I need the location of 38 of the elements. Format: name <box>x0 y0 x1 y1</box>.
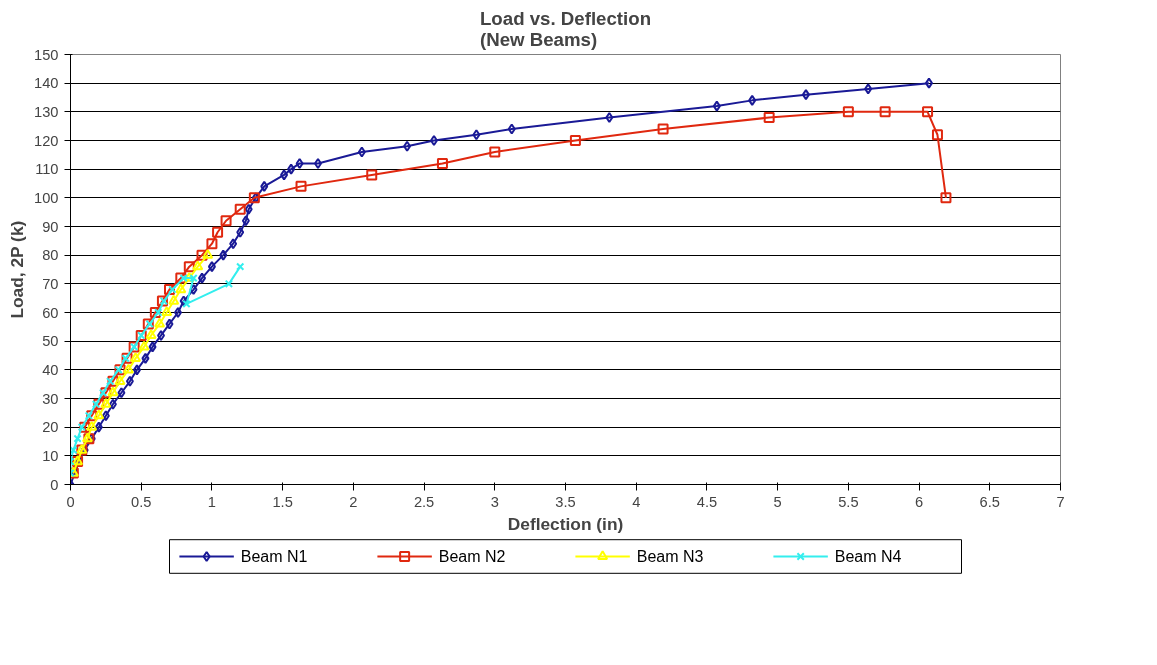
y-tick-label: 130 <box>34 103 59 120</box>
x-tick-label: 2 <box>349 493 358 510</box>
y-tick-label: 120 <box>34 132 59 149</box>
y-tick-label: 110 <box>35 161 59 178</box>
y-tick-label: 30 <box>42 390 59 407</box>
y-tick-label: 20 <box>42 419 59 436</box>
x-tick-label: 3.5 <box>555 493 576 510</box>
x-axis-title: Deflection (in) <box>507 513 624 534</box>
y-tick-label: 60 <box>42 304 59 321</box>
x-tick-label: 4.5 <box>696 493 718 510</box>
y-tick-label: 0 <box>50 476 59 493</box>
legend-label: Beam N3 <box>636 548 704 565</box>
legend-label: Beam N4 <box>834 548 902 565</box>
y-tick-label: 70 <box>42 275 59 292</box>
x-tick-label: 6.5 <box>979 493 1000 510</box>
x-tick-label: 2.5 <box>413 493 435 510</box>
legend-label: Beam N1 <box>240 548 308 565</box>
legend-label: Beam N2 <box>438 548 506 565</box>
y-tick-label: 80 <box>42 247 59 264</box>
x-tick-label: 0.5 <box>131 493 152 510</box>
y-tick-label: 90 <box>42 218 59 235</box>
chart-title: Load vs. Deflection (New Beams) <box>479 7 652 50</box>
y-tick-label: 140 <box>34 75 59 92</box>
y-axis-title: Load, 2P (k) <box>7 220 28 319</box>
x-tick-label: 7 <box>1056 493 1065 510</box>
x-tick-label: 6 <box>915 493 924 510</box>
y-tick-label: 50 <box>42 333 59 350</box>
x-tick-label: 3 <box>490 493 499 510</box>
x-tick-label: 5.5 <box>838 493 859 510</box>
y-tick-label: 150 <box>34 46 59 63</box>
y-tick-label: 40 <box>42 361 59 378</box>
y-tick-label: 10 <box>42 447 59 464</box>
y-tick-label: 100 <box>34 189 59 206</box>
x-tick-label: 0 <box>66 493 75 510</box>
x-tick-label: 1.5 <box>272 493 293 510</box>
x-tick-label: 5 <box>773 493 782 510</box>
x-tick-label: 1 <box>207 493 217 510</box>
x-tick-label: 4 <box>632 493 641 510</box>
